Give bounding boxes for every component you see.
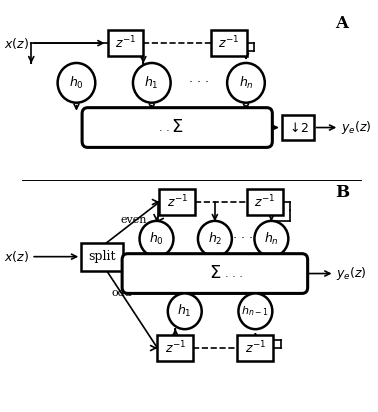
Text: · · ·: · · · (189, 76, 209, 89)
Bar (211, 30, 247, 56)
FancyBboxPatch shape (122, 254, 308, 293)
Text: $\downarrow\!2$: $\downarrow\!2$ (287, 121, 309, 135)
Text: $h_1$: $h_1$ (177, 303, 192, 319)
Text: $h_{n-1}$: $h_{n-1}$ (242, 304, 269, 318)
Circle shape (168, 293, 202, 329)
Text: odd: odd (111, 288, 132, 298)
Text: A: A (336, 15, 349, 32)
Text: $y_e(z)$: $y_e(z)$ (336, 265, 367, 282)
Text: $z^{-1}$: $z^{-1}$ (245, 340, 266, 356)
Text: B: B (335, 184, 349, 201)
Text: $z^{-1}$: $z^{-1}$ (218, 35, 240, 52)
Text: $h_0$: $h_0$ (149, 231, 164, 247)
Text: $z^{-1}$: $z^{-1}$ (115, 35, 136, 52)
FancyBboxPatch shape (82, 108, 272, 147)
Text: split: split (88, 250, 116, 263)
Text: $\Sigma$: $\Sigma$ (209, 264, 221, 281)
Circle shape (239, 293, 272, 329)
Text: · · ·: · · · (225, 272, 243, 281)
Text: · · ·: · · · (159, 126, 177, 136)
Text: · · ·: · · · (233, 232, 253, 245)
Bar (282, 115, 314, 140)
Bar (247, 189, 283, 215)
Text: $z^{-1}$: $z^{-1}$ (254, 194, 276, 211)
Circle shape (254, 221, 288, 257)
Bar (158, 335, 193, 361)
Text: $h_0$: $h_0$ (69, 75, 84, 91)
Circle shape (198, 221, 232, 257)
Circle shape (133, 63, 170, 103)
Text: even: even (121, 215, 147, 225)
Bar (81, 243, 122, 271)
Text: $z^{-1}$: $z^{-1}$ (167, 194, 188, 211)
Text: $z^{-1}$: $z^{-1}$ (165, 340, 186, 356)
Bar (107, 30, 143, 56)
Bar (237, 335, 273, 361)
Text: $h_n$: $h_n$ (239, 75, 253, 91)
Text: $y_e(z)$: $y_e(z)$ (341, 119, 372, 136)
Circle shape (57, 63, 95, 103)
Text: $h_2$: $h_2$ (208, 231, 222, 247)
Circle shape (227, 63, 265, 103)
Circle shape (139, 221, 174, 257)
Text: $\Sigma$: $\Sigma$ (171, 117, 183, 136)
Text: $h_n$: $h_n$ (264, 231, 279, 247)
Text: $h_1$: $h_1$ (144, 75, 159, 91)
Text: $x(z)$: $x(z)$ (5, 35, 29, 51)
Text: $x(z)$: $x(z)$ (5, 249, 29, 264)
Bar (159, 189, 195, 215)
